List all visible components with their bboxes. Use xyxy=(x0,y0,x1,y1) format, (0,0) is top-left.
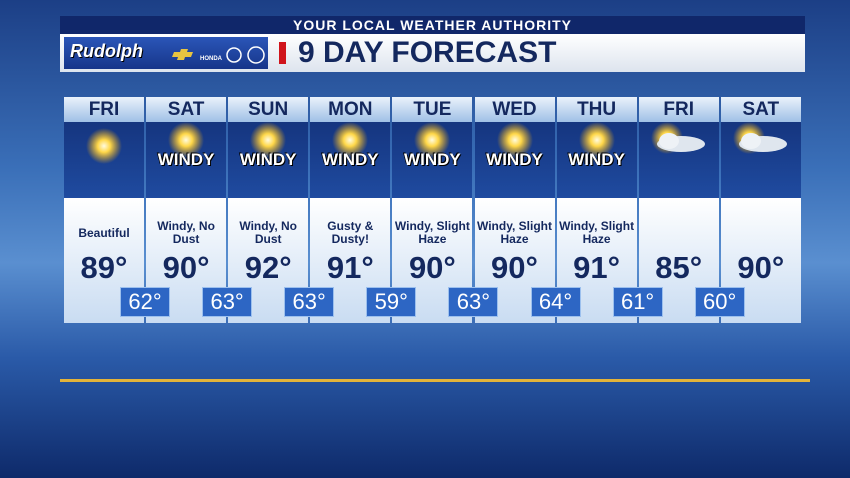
low-temp: 59° xyxy=(366,287,417,317)
day-name: MON xyxy=(310,97,391,122)
windy-badge: WINDY xyxy=(404,150,461,169)
high-temp: 85° xyxy=(655,250,703,285)
condition: Windy, Slight Haze xyxy=(477,219,552,246)
day-name: FRI xyxy=(638,97,719,122)
icon-cell xyxy=(392,122,473,198)
condition: Windy, No Dust xyxy=(157,219,215,246)
weather-icon xyxy=(496,122,533,158)
weather-icon xyxy=(732,122,787,154)
low-temp: 61° xyxy=(612,287,663,317)
day-name: TUE xyxy=(392,97,473,122)
windy-badge: WINDY xyxy=(321,150,379,169)
brand-text: HONDA xyxy=(200,56,222,62)
condition: Windy, Slight Haze xyxy=(559,219,635,246)
high-temp: 90° xyxy=(737,250,785,285)
day-name: THU xyxy=(556,97,637,122)
weather-icon xyxy=(650,122,705,154)
weather-icon xyxy=(332,122,369,158)
day-name: SUN xyxy=(228,97,309,122)
icon-cell xyxy=(720,122,801,198)
high-temp: 91° xyxy=(326,250,374,285)
high-temp: 90° xyxy=(162,250,210,285)
day-name: SAT xyxy=(146,97,227,122)
title: 9 DAY FORECAST xyxy=(298,36,557,69)
low-temp: 62° xyxy=(120,287,170,317)
weather-icon xyxy=(250,122,287,158)
high-temp: 90° xyxy=(491,250,538,285)
high-temp: 89° xyxy=(80,250,128,285)
title-accent xyxy=(279,42,286,64)
icon-cell xyxy=(228,122,309,198)
windy-badge: WINDY xyxy=(239,150,297,169)
sponsor-name: Rudolph xyxy=(70,41,143,61)
windy-badge: WINDY xyxy=(486,150,543,169)
weather-icon xyxy=(414,122,451,158)
low-temp: 60° xyxy=(694,287,745,317)
icon-cell xyxy=(638,122,719,198)
weather-icon xyxy=(578,122,615,158)
icon-cell xyxy=(474,122,555,198)
day-name: FRI xyxy=(64,97,144,122)
high-temp: 90° xyxy=(408,250,456,285)
sponsor-box xyxy=(64,37,268,69)
condition: Gusty & Dusty! xyxy=(327,219,374,246)
high-temp: 92° xyxy=(244,250,292,285)
icon-cell xyxy=(556,122,637,198)
weather-icon xyxy=(86,128,122,164)
condition: Windy, Slight Haze xyxy=(394,219,470,246)
windy-badge: WINDY xyxy=(568,150,625,169)
brand-logos xyxy=(172,46,265,64)
low-temp: 63° xyxy=(202,287,253,317)
day-name: SAT xyxy=(720,97,801,122)
low-temp: 64° xyxy=(530,287,581,317)
icon-cell xyxy=(310,122,391,198)
divider xyxy=(60,379,810,382)
tagline: YOUR LOCAL WEATHER AUTHORITY xyxy=(60,16,805,34)
icon-cell xyxy=(64,122,144,198)
windy-badge: WINDY xyxy=(157,150,215,169)
condition: Beautiful xyxy=(78,225,130,240)
condition: Windy, No Dust xyxy=(239,219,298,246)
high-temp: 91° xyxy=(573,250,621,285)
icon-cell xyxy=(146,122,227,198)
day-name: WED xyxy=(474,97,555,122)
weather-icon xyxy=(168,122,205,158)
low-temp: 63° xyxy=(448,287,499,317)
low-temp: 63° xyxy=(284,287,335,317)
